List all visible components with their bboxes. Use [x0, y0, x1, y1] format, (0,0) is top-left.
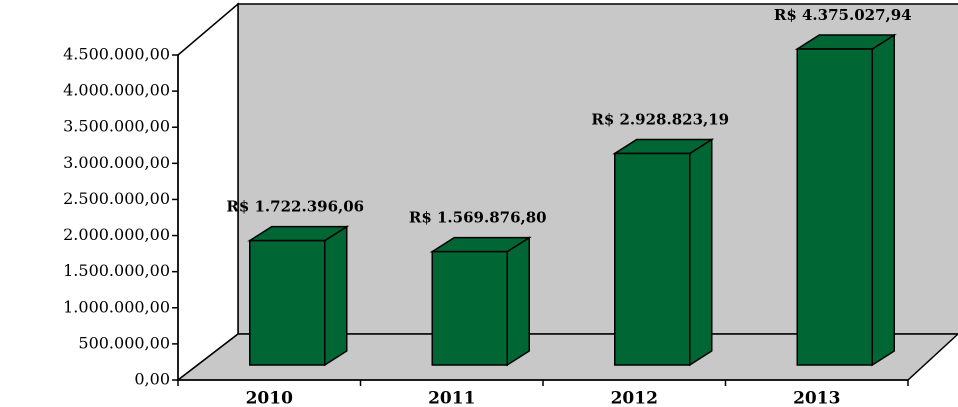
bar — [614, 152, 691, 366]
y-tick-label: 1.500.000,00 — [63, 261, 170, 280]
y-tick-label: 2.000.000,00 — [63, 225, 170, 244]
bar — [796, 48, 873, 366]
bar-side — [506, 236, 530, 367]
value-label: R$ 2.928.823,19 — [591, 110, 729, 128]
y-tick-label: 1.000.000,00 — [63, 297, 170, 316]
y-tick-label: 4.500.000,00 — [63, 45, 170, 64]
bar-side — [324, 225, 348, 367]
x-tick-label: 2013 — [793, 389, 840, 407]
bar-side — [689, 138, 713, 367]
bar-side — [871, 33, 895, 367]
y-tick-label: 2.500.000,00 — [63, 189, 170, 208]
bar — [249, 239, 326, 366]
y-tick-label: 3.500.000,00 — [63, 117, 170, 136]
y-tick-label: 3.000.000,00 — [63, 153, 170, 172]
value-label: R$ 1.722.396,06 — [226, 198, 364, 216]
x-tick-label: 2010 — [246, 389, 293, 407]
bar — [431, 250, 508, 366]
x-tick-label: 2011 — [428, 389, 475, 407]
value-label: R$ 1.569.876,80 — [409, 209, 547, 227]
side-wall — [177, 2, 239, 382]
y-tick-label: 500.000,00 — [78, 333, 170, 352]
y-tick-label: 0,00 — [134, 370, 170, 389]
y-tick-label: 4.000.000,00 — [63, 81, 170, 100]
value-label: R$ 4.375.027,94 — [774, 6, 912, 24]
x-tick-label: 2012 — [611, 389, 658, 407]
